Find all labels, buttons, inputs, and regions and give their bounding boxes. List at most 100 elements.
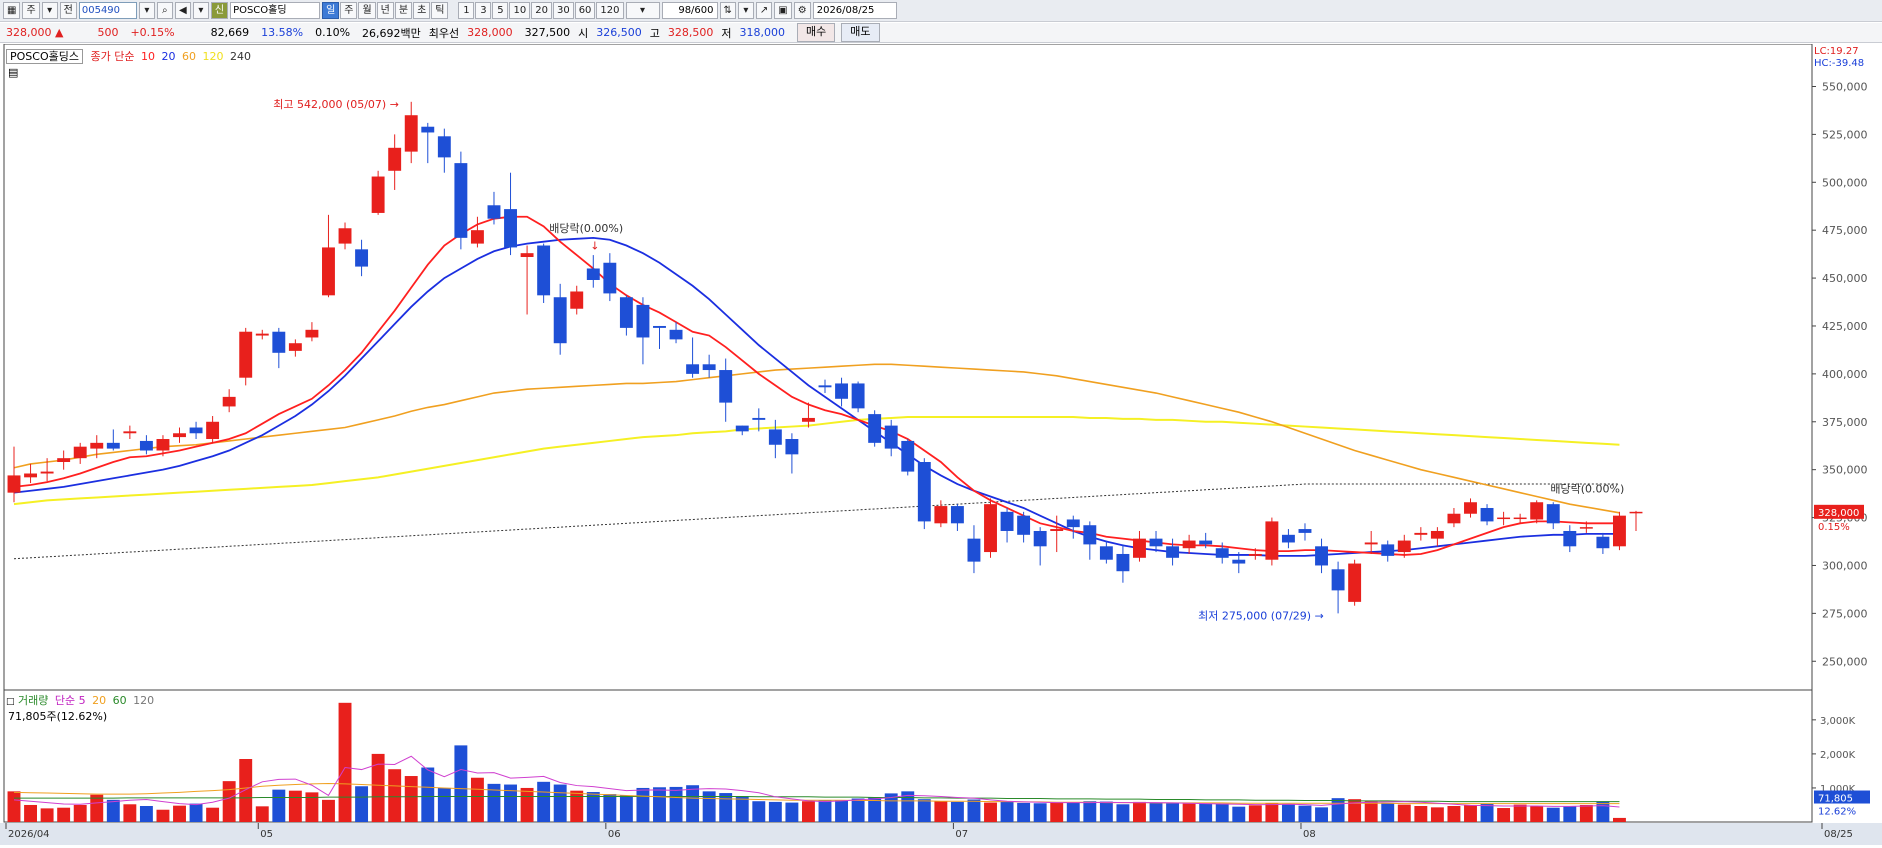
best-ask-label: 최우선 [428, 26, 460, 40]
price-legend: POSCO홀딩스 종가 단순 10 20 60 120 240 [6, 48, 251, 64]
volume-bar [735, 796, 749, 822]
candle-body [1497, 517, 1511, 520]
search-icon[interactable]: ⌕ [156, 2, 173, 19]
volume-bar [851, 798, 865, 822]
candle-body [1050, 529, 1064, 531]
data-count-field[interactable]: 98/600 [661, 2, 718, 19]
candle-body [272, 331, 286, 353]
sin-badge: 신 [210, 2, 229, 19]
chart-type-icon[interactable]: ⇅ [719, 2, 736, 19]
turnover-pct: 0.10% [315, 26, 351, 39]
volume-bar [1464, 804, 1477, 822]
volume-tag-bg [1814, 790, 1870, 804]
candle-body [1033, 530, 1047, 547]
tab-minute-5[interactable]: 5 [492, 2, 509, 19]
candle-body [851, 383, 865, 409]
volume-bar [1348, 799, 1362, 822]
candle-body [1066, 519, 1080, 528]
tab-minute-30[interactable]: 30 [552, 2, 574, 19]
candle-body [570, 291, 584, 309]
volume-bar [1199, 803, 1213, 822]
grid-icon[interactable]: ▦ [3, 2, 21, 19]
chevron-down-icon[interactable]: ▾ [737, 2, 754, 19]
tab-period-3[interactable]: 년 [376, 2, 394, 19]
volume-bar [917, 799, 931, 822]
candle-body [719, 370, 733, 403]
volume-bar [1546, 807, 1560, 822]
candle-body [636, 304, 650, 338]
chevron-down-icon[interactable]: ▾ [138, 2, 155, 19]
volume-bar [40, 808, 54, 822]
stock-code-input[interactable]: 005490 [78, 2, 137, 19]
legend-vma20: 20 [92, 694, 107, 707]
tab-minute-60[interactable]: 60 [574, 2, 596, 19]
volume-bar [106, 799, 120, 822]
save-icon[interactable]: ▣ [774, 2, 792, 19]
candle-body [835, 383, 849, 399]
gear-icon[interactable]: ⚙ [793, 2, 811, 19]
current-pct-tag: 0.15% [1818, 522, 1850, 533]
tab-minute-20[interactable]: 20 [531, 2, 552, 19]
low-value: 318,000 [739, 26, 786, 39]
tab-minute-120[interactable]: 120 [596, 2, 624, 19]
volume-bar [504, 784, 517, 822]
date-field[interactable]: 2026/08/25 [812, 2, 897, 19]
y-tick-label: 350,000 [1822, 464, 1868, 477]
speaker-icon[interactable]: ◀ [174, 2, 191, 19]
tab-minute-10[interactable]: 10 [509, 2, 531, 19]
y-tick-label: 375,000 [1822, 416, 1868, 429]
legend-stock-name[interactable]: POSCO홀딩스 [6, 49, 83, 64]
sell-button[interactable]: 매도 [841, 23, 880, 42]
tab-period-1[interactable]: 주 [340, 2, 358, 19]
volume-bar [305, 792, 319, 822]
candle-body [1248, 553, 1262, 556]
candle-body [1513, 517, 1527, 520]
low-label: 저 [721, 26, 732, 40]
list-icon[interactable]: ▤ [8, 66, 19, 79]
candle-body [454, 163, 468, 238]
volume-bar [388, 769, 402, 822]
period-ju-button[interactable]: 주 [22, 2, 40, 19]
tab-period-5[interactable]: 초 [413, 2, 431, 19]
tab-period-0[interactable]: 일 [322, 2, 340, 19]
ma240-line [13, 483, 1620, 560]
volume-bar [1066, 802, 1080, 822]
volume-bar [818, 800, 832, 822]
candle-body [1083, 525, 1097, 545]
chart-area[interactable]: 250,000275,000300,000325,000350,000375,0… [0, 43, 1882, 845]
volume-bar [222, 781, 236, 822]
candle-body [553, 297, 567, 344]
buy-button[interactable]: 매수 [797, 23, 836, 42]
volume-bar [1232, 806, 1246, 822]
legend-ma60: 60 [181, 50, 196, 63]
tab-period-2[interactable]: 월 [358, 2, 376, 19]
volume-bar [123, 804, 137, 822]
chart-svg[interactable]: 250,000275,000300,000325,000350,000375,0… [0, 43, 1882, 845]
volume-bar [1397, 804, 1411, 822]
candle-body [106, 442, 120, 449]
chevron-down-icon[interactable]: ▾ [192, 2, 209, 19]
vol-y-tick-label: 2,000K [1820, 750, 1856, 761]
volume-collapse-icon[interactable]: □ [6, 697, 15, 707]
jeon-button[interactable]: 전 [59, 2, 77, 19]
arrows-icon[interactable]: ↗ [755, 2, 773, 19]
candle-body [40, 471, 54, 474]
tab-minute-3[interactable]: 3 [475, 2, 492, 19]
dividend-arrow-1: ↓ [590, 239, 599, 252]
tab-period-4[interactable]: 분 [394, 2, 413, 19]
dropdown-icon[interactable]: ▾ [41, 2, 58, 19]
candle-body [1315, 546, 1328, 566]
tab-minute-1[interactable]: 1 [458, 2, 475, 19]
volume-bar [868, 797, 882, 822]
tab-period-6[interactable]: 틱 [431, 2, 449, 19]
volume-bar [487, 783, 501, 822]
candle-body [206, 421, 220, 440]
candle-body [1099, 546, 1113, 560]
ma20-line [13, 236, 1620, 557]
candle-body [470, 230, 484, 244]
volume-bar [669, 786, 683, 822]
dropdown-blank[interactable]: ▾ [625, 2, 660, 19]
volume-bar [835, 800, 849, 822]
candle-body [371, 176, 385, 213]
volume-bar [1381, 802, 1395, 822]
